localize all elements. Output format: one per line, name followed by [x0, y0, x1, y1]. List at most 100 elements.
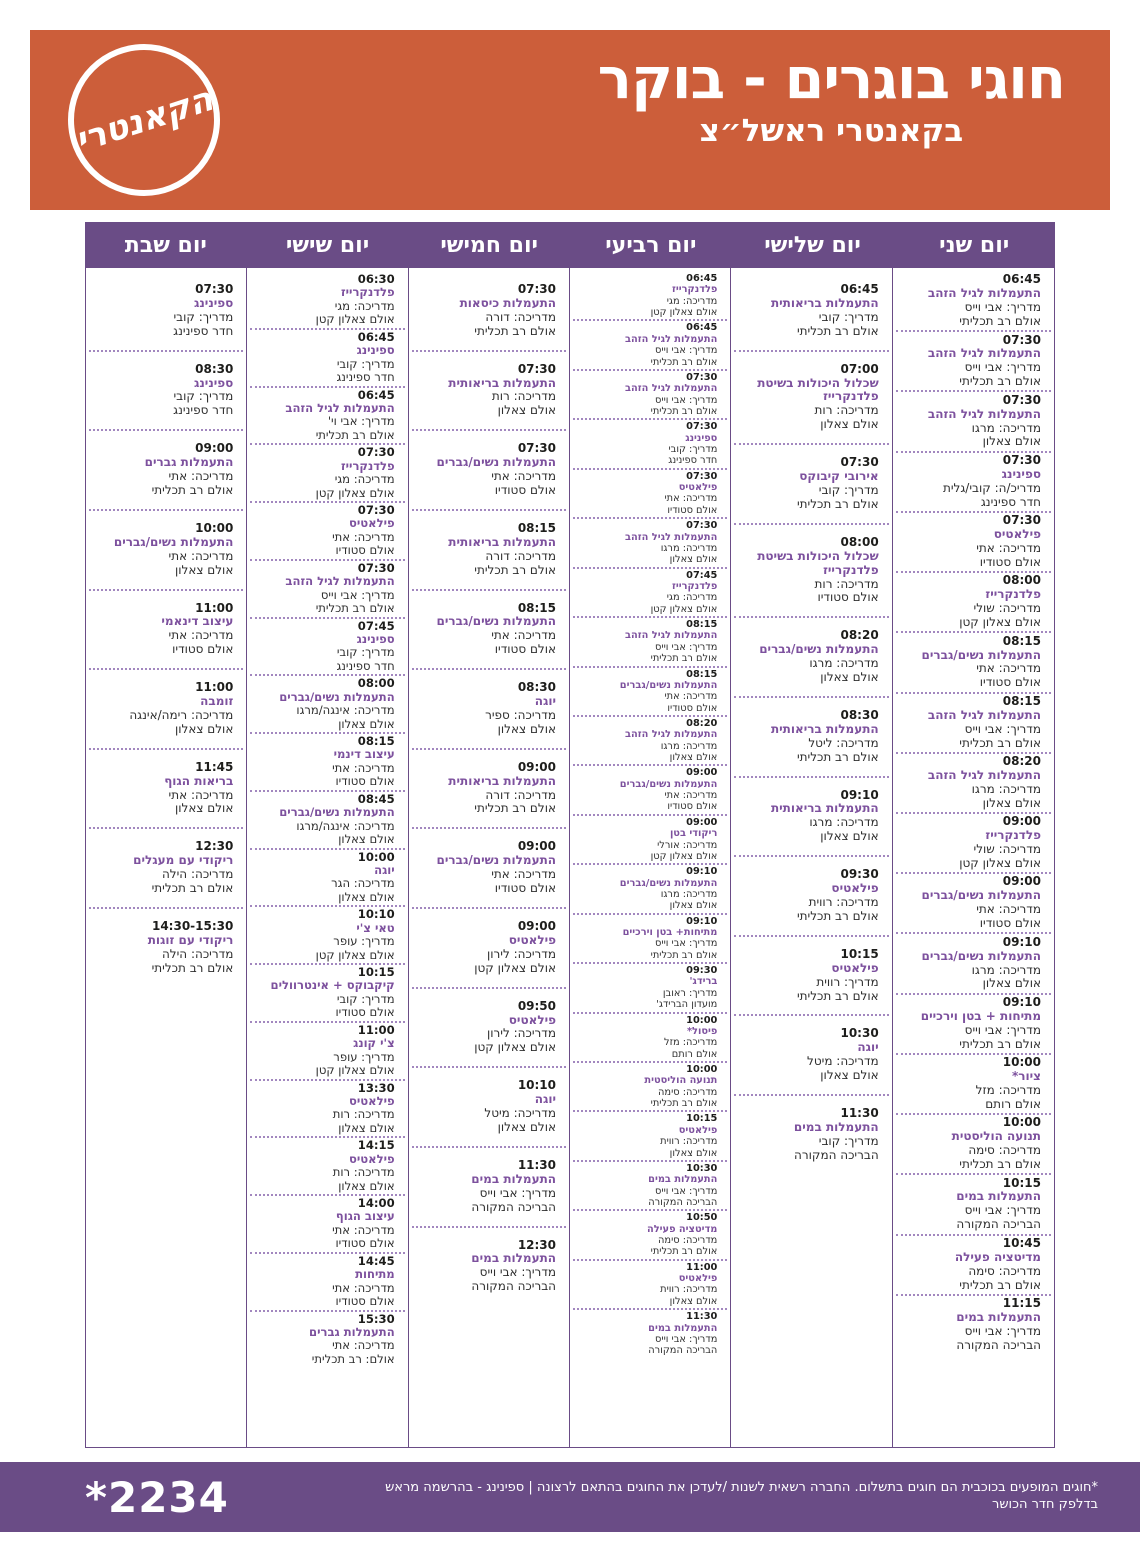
- class-time: 10:30: [686, 1162, 718, 1174]
- class-location: אולם סטודיו: [667, 702, 718, 714]
- page-title: חוגי בוגרים - בוקר: [597, 46, 1066, 112]
- class-time: 08:45: [357, 791, 395, 806]
- class-entry: 10:00 התעמלות נשים/גברים מדריכה: אתי אולם צ…: [89, 511, 244, 591]
- class-location: הבריכה המקורה: [794, 1147, 879, 1162]
- class-time: 10:30: [840, 1026, 879, 1041]
- class-time: 09:00: [686, 816, 718, 828]
- class-entry: 09:10 התעמלות נשים/גברים מדריכה: מרגו אולם …: [895, 934, 1051, 995]
- class-time: 07:30: [686, 371, 718, 383]
- class-entry: 08:30 יוגה מדריכה: ספיר אולם צאלון: [411, 670, 567, 750]
- class-time: 07:30: [1002, 392, 1041, 407]
- class-title: התעמלות נשים/גברים: [279, 805, 395, 820]
- class-title: התעמלות כיסאות: [459, 295, 557, 310]
- class-time: 06:45: [1002, 272, 1041, 287]
- class-instructor: מדריך: קובי: [173, 309, 234, 324]
- class-location: אולם סטודיו: [494, 482, 557, 497]
- class-title: פילאטיס: [831, 960, 879, 975]
- class-instructor: מדריכה: סימה: [658, 1086, 718, 1098]
- class-instructor: מדריכה: מרגו: [809, 815, 879, 830]
- class-entry: 07:30 התעמלות לגיל הזהב מדריכה: מרגו אולם צ…: [573, 519, 728, 569]
- class-entry: 09:00 התעמלות נשים/גברים מדריכה: אתי אולם ס…: [573, 766, 728, 816]
- class-time: 07:30: [1002, 452, 1041, 467]
- class-instructor: מדריכה: מגי: [666, 295, 718, 307]
- class-instructor: מדריכ/ה: קובי/גלית: [942, 480, 1041, 495]
- class-location: אולם צאלון קטן: [315, 1063, 395, 1078]
- class-location: אולם צאלון: [669, 900, 718, 912]
- class-title: התעמלות נשים/גברים: [436, 455, 557, 470]
- class-time: 08:15: [1002, 633, 1041, 648]
- class-entry: 07:30 ספינינג מדריך: קובי חדר ספינינג: [573, 420, 728, 470]
- class-instructor: מדריכה: אתי: [491, 469, 557, 484]
- class-title: התעמלות נשים/גברים: [759, 642, 879, 657]
- class-entry: 09:10 התעמלות בריאותית מדריכה: מרגו אולם צא…: [734, 778, 889, 858]
- class-entry: 09:00 התעמלות נשים/גברים מדריכה: אתי אולם ס…: [411, 829, 567, 909]
- class-time: 07:30: [686, 520, 718, 532]
- class-instructor: מדריך: קובי: [336, 645, 395, 660]
- class-entry: 09:10 מתיחות+ בטן וירכיים מדריך: אבי וייס א…: [573, 915, 728, 965]
- class-entry: 10:10 יוגה מדריכה: מיטל אולם צאלון: [411, 1068, 567, 1148]
- class-location: אולם רב תכליתי: [796, 496, 879, 511]
- class-entry: 08:20 התעמלות נשים/גברים מדריכה: מרגו אולם …: [734, 618, 889, 698]
- class-location: הבריכה המקורה: [956, 1217, 1041, 1232]
- class-entry: 10:00 פיסול* מדריכה: מזל אולם רותם: [573, 1014, 728, 1063]
- class-time: 08:15: [686, 619, 718, 631]
- class-title: התעמלות בריאותית: [770, 721, 879, 736]
- class-title: עיצוב הגוף: [335, 1209, 395, 1224]
- class-time: 06:45: [357, 329, 395, 344]
- class-location: אולם סטודיו: [335, 1005, 395, 1020]
- class-instructor: מדריכה: רווית: [660, 1136, 718, 1148]
- class-time: 08:15: [1002, 693, 1041, 708]
- class-instructor: מדריך: קובי: [668, 444, 718, 456]
- class-instructor: מדריכה: ליטל: [808, 735, 879, 750]
- class-title: פילאטיס: [349, 1151, 395, 1166]
- class-entry: 08:20 התעמלות לגיל הזהב מדריכה: מרגו אולם צ…: [573, 717, 728, 767]
- class-location: אולם סטודיו: [979, 554, 1041, 569]
- class-instructor: מדריך: קובי: [336, 991, 395, 1006]
- class-location: אולם רב תכליתי: [650, 1246, 718, 1258]
- class-entry: 06:45 התעמלות לגיל הזהב מדריך: אבי וייס אול…: [573, 321, 728, 371]
- class-location: אולם צאלון קטן: [650, 603, 718, 615]
- class-location: אולם רב תכליתי: [151, 881, 234, 896]
- class-title: התעמלות בריאותית: [770, 295, 879, 310]
- class-title: ריקודי עם מעגלים: [133, 853, 234, 868]
- class-time: 07:30: [195, 282, 234, 296]
- class-instructor: מדריכה: הילה: [161, 946, 234, 961]
- class-instructor: מדריכה: מרגו: [971, 962, 1041, 977]
- class-instructor: מדריך: אבי וייס: [655, 394, 718, 406]
- class-title: התעמלות בריאותית: [448, 534, 557, 549]
- class-instructor: מדריכה: סימה: [968, 1143, 1041, 1158]
- class-instructor: מדריך: רווית: [816, 974, 879, 989]
- class-title: התעמלות בריאותית: [770, 801, 879, 816]
- class-instructor: מדריכה: מיטל: [484, 1106, 557, 1121]
- class-title: התעמלות לגיל הזהב: [285, 400, 395, 415]
- class-entry: 07:30 פילאטיס מדריכה: אתי אולם סטודיו: [573, 470, 728, 520]
- class-title: התעמלות במים: [471, 1251, 557, 1266]
- class-title: התעמלות לגיל הזהב: [927, 286, 1041, 301]
- class-location: אולם צאלון: [820, 417, 879, 432]
- class-time: 06:45: [357, 387, 395, 402]
- class-time: 14:45: [357, 1253, 395, 1268]
- class-time: 09:30: [840, 867, 879, 882]
- class-time: 10:15: [840, 946, 879, 961]
- class-instructor: מדריכה: סימה: [658, 1235, 718, 1247]
- class-instructor: מדריכה: אתי: [664, 493, 718, 505]
- class-entry: 10:30 יוגה מדריכה: מיטל אולם צאלון: [734, 1016, 889, 1097]
- class-time: 11:30: [517, 1157, 557, 1172]
- class-entry: 06:30 פלדנקרייז מדריכה: מגי אולם צאלון קטן: [250, 272, 405, 330]
- class-instructor: מדריך: אבי וייס: [655, 1185, 718, 1197]
- day-header-saturday: יום שבת: [124, 232, 207, 258]
- class-location: הבריכה המקורה: [471, 1279, 557, 1294]
- class-instructor: מדריכה: מרגו: [809, 656, 879, 671]
- class-time: 08:00: [357, 676, 395, 691]
- class-instructor: מדריכה: אתי: [491, 628, 557, 643]
- day-column-wednesday: 06:45 פלדנקרייז מדריכה: מגי אולם צאלון קטן 0…: [570, 268, 732, 1447]
- class-time: 06:45: [686, 273, 718, 284]
- class-location: אולם סטודיו: [817, 590, 879, 605]
- class-title: בריאות הגוף: [164, 773, 234, 788]
- class-instructor: מדריכה: אתי: [976, 661, 1041, 676]
- class-entry: 12:30 התעמלות במים מדריך: אבי וייס הבריכה ה…: [412, 1228, 566, 1306]
- class-entry: 14:00 עיצוב הגוף מדריכה: אתי אולם סטודיו: [250, 1196, 405, 1254]
- class-title: פלדנקרייז: [340, 458, 395, 473]
- day-header-monday: יום שני: [939, 232, 1010, 258]
